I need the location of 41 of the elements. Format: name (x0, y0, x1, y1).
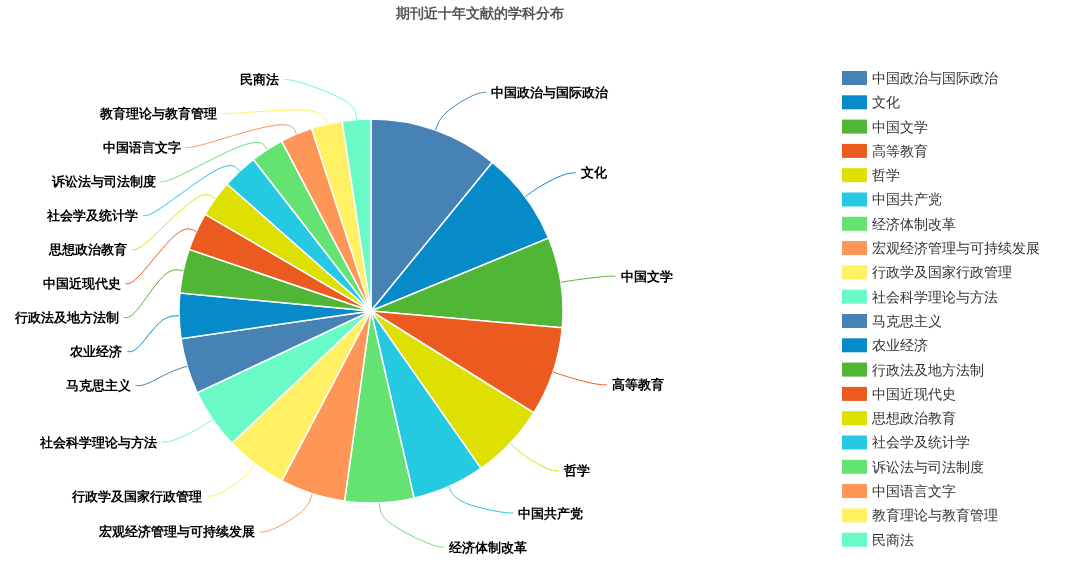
slice-label: 中国共产党 (518, 505, 584, 521)
slice-label: 行政法及地方法制 (14, 310, 120, 326)
slice-label: 中国近现代史 (42, 276, 121, 292)
legend-label: 中国近现代史 (872, 385, 956, 402)
slice-label: 行政学及国家行政管理 (71, 488, 203, 504)
slice-label: 民商法 (240, 72, 280, 88)
slice-label: 中国文学 (620, 268, 673, 284)
legend-label: 中国共产党 (872, 191, 942, 208)
legend-label: 哲学 (872, 167, 900, 184)
legend-label: 文化 (872, 94, 900, 111)
slice-label: 教育理论与教育管理 (99, 106, 218, 122)
legend-label: 马克思主义 (872, 312, 942, 329)
legend-label: 教育理论与教育管理 (872, 507, 998, 524)
legend-label: 社会学及统计学 (872, 434, 970, 451)
slice-label: 农业经济 (69, 344, 123, 360)
legend-label: 社会科学理论与方法 (872, 288, 998, 305)
slice-label: 高等教育 (611, 377, 664, 393)
legend-label: 中国政治与国际政治 (872, 69, 998, 86)
legend-label: 经济体制改革 (872, 215, 956, 232)
slice-label: 社会科学理论与方法 (38, 434, 157, 450)
legend-label: 民商法 (872, 531, 914, 548)
slice-label: 诉讼法与司法制度 (50, 174, 156, 190)
legend-label: 高等教育 (872, 142, 928, 159)
slice-label: 文化 (579, 165, 608, 181)
slice-label: 马克思主义 (65, 378, 132, 394)
slice-label: 中国政治与国际政治 (491, 85, 610, 101)
legend-label: 行政法及地方法制 (872, 361, 984, 378)
legend-label: 宏观经济管理与可持续发展 (872, 240, 1040, 256)
legend-label: 农业经济 (872, 337, 928, 354)
slice-label: 哲学 (563, 463, 591, 479)
legend-label: 思想政治教育 (871, 410, 956, 427)
legend-label: 中国文学 (872, 118, 928, 135)
slice-label: 中国语言文字 (102, 140, 181, 156)
slice-label: 宏观经济管理与可持续发展 (98, 524, 256, 540)
slice-label: 经济体制改革 (447, 539, 527, 555)
legend-label: 行政学及国家行政管理 (872, 264, 1012, 281)
slice-label: 思想政治教育 (47, 242, 127, 258)
chart-title: 期刊近十年文献的学科分布 (395, 5, 564, 21)
slice-label: 社会学及统计学 (46, 208, 139, 224)
legend-label: 中国语言文字 (872, 483, 956, 499)
legend-label: 诉讼法与司法制度 (872, 458, 984, 475)
